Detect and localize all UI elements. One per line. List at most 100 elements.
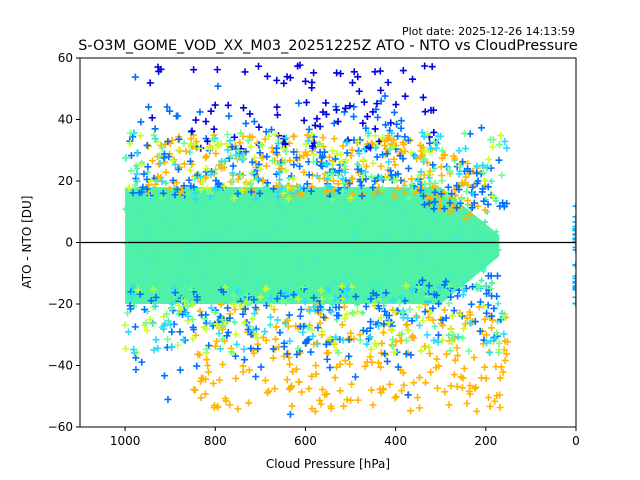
scatter-point-blue-outliers [352,293,360,301]
scatter-point-accent [203,164,211,172]
scatter-point-blue-outliers [160,372,168,380]
scatter-point-blue-outliers [205,341,213,349]
scatter-point-blue-outliers [390,108,398,116]
scatter-point-lower-orange [354,396,362,404]
scatter-point-accent [327,308,335,316]
scatter-point-core [275,238,282,245]
scatter-point-lower-orange [336,360,344,368]
scatter-point-dark-blue-outliers [210,125,218,133]
scatter-point-accent [354,308,362,316]
scatter-point-core [162,180,169,187]
scatter-point-accent [348,309,356,317]
scatter-point-core [143,262,150,269]
scatter-point-upper-orange [234,175,242,183]
scatter-point-lower-orange [201,390,209,398]
scatter-point-upper-orange [182,147,190,155]
scatter-point-dark-blue-outliers [224,101,232,109]
scatter-point-core [228,287,235,294]
scatter-point-core [150,185,157,192]
scatter-point-blue-outliers [345,336,353,344]
scatter-point-core [244,215,251,222]
scatter-point-core [186,149,193,156]
scatter-point-accent [227,348,235,356]
scatter-point-lower-orange [377,363,385,371]
scatter-point-core [196,273,203,280]
scatter-point-accent [257,293,265,301]
scatter-point-blue-outliers [321,148,329,156]
scatter-point-accent [334,349,342,357]
scatter-point-blue-outliers [419,192,427,200]
scatter-point-upper-orange [236,139,244,147]
scatter-point-blue-outliers [186,157,194,165]
scatter-point-core [430,214,437,221]
scatter-point-accent [409,186,417,194]
scatter-point-core [231,319,238,326]
scatter-point-accent [342,156,350,164]
scatter-point-dark-blue-outliers [392,101,400,109]
scatter-point-accent [421,155,429,163]
scatter-point-blue-outliers [443,163,451,171]
scatter-point-blue-outliers [145,103,153,111]
scatter-point-core [148,227,155,234]
scatter-point-blue-outliers [375,305,383,313]
scatter-point-core [189,236,196,243]
scatter-point-core [341,207,348,214]
scatter-point-accent [134,286,142,294]
scatter-point-core [295,236,302,243]
scatter-point-accent [296,183,304,191]
scatter-point-dark-blue-outliers [301,77,309,85]
scatter-point-lower-orange [407,407,415,415]
scatter-point-core [478,232,485,239]
scatter-point-blue-outliers [319,152,327,160]
scatter-point-accent [197,186,205,194]
scatter-point-blue-outliers [212,177,220,185]
scatter-point-lower-orange [204,362,212,370]
scatter-point-accent [127,129,135,137]
scatter-point-zero-pressure-points [572,231,576,239]
scatter-point-accent [251,309,259,317]
scatter-point-lower-orange [493,392,501,400]
scatter-point-accent [189,315,197,323]
scatter-point-accent [171,161,179,169]
scatter-point-accent [406,305,414,313]
scatter-point-accent [480,302,488,310]
scatter-point-dark-blue-outliers [359,119,367,127]
scatter-point-accent [457,311,465,319]
scatter-point-blue-outliers [447,293,455,301]
scatter-point-accent [487,337,495,345]
scatter-point-blue-outliers [381,92,389,100]
scatter-point-upper-orange [212,149,220,157]
scatter-point-accent [438,177,446,185]
scatter-point-core [314,255,321,262]
scatter-point-accent [289,175,297,183]
scatter-point-blue-outliers [379,151,387,159]
scatter-point-lower-orange [308,372,316,380]
scatter-point-core [387,257,394,264]
scatter-point-blue-outliers [147,297,155,305]
scatter-point-core [189,293,196,300]
scatter-point-accent [247,181,255,189]
scatter-point-accent [299,283,307,291]
scatter-point-zero-pressure-points [572,223,576,231]
scatter-point-core [193,245,200,252]
scatter-point-accent [203,345,211,353]
scatter-point-upper-orange [381,142,389,150]
scatter-point-accent [475,283,483,291]
scatter-point-dark-blue-outliers [428,63,436,71]
scatter-point-lower-orange [265,387,273,395]
scatter-point-accent [486,349,494,357]
scatter-point-lower-orange [361,362,369,370]
scatter-point-lower-orange [427,368,435,376]
scatter-point-lower-orange [470,353,478,361]
scatter-point-accent [338,294,346,302]
scatter-point-blue-outliers [345,352,353,360]
scatter-point-accent [282,148,290,156]
scatter-point-blue-outliers [264,179,272,187]
scatter-point-accent [454,333,462,341]
scatter-point-lower-orange [343,396,351,404]
scatter-point-accent [221,283,229,291]
scatter-point-accent [150,131,158,139]
scatter-point-accent [485,155,493,163]
scatter-point-lower-orange [447,382,455,390]
scatter-point-upper-orange [300,152,308,160]
